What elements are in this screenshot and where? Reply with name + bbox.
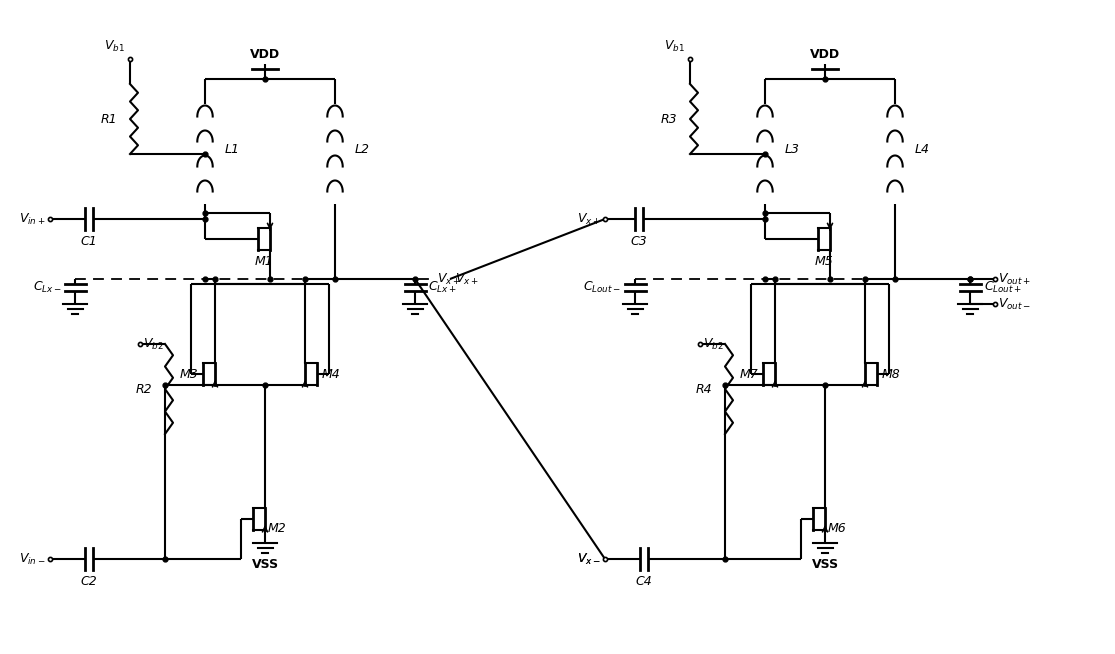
- Text: C1: C1: [80, 235, 97, 248]
- Text: M5: M5: [815, 255, 833, 268]
- Text: M1: M1: [254, 255, 273, 268]
- Text: L3: L3: [785, 143, 799, 156]
- Text: $V_{x+}$: $V_{x+}$: [578, 211, 601, 226]
- Text: $V_{b1}$: $V_{b1}$: [665, 39, 685, 54]
- Text: $V_{b1}$: $V_{b1}$: [104, 39, 125, 54]
- Text: M6: M6: [828, 522, 846, 535]
- Text: $V_{x-}$: $V_{x-}$: [578, 551, 601, 566]
- Text: VDD: VDD: [809, 48, 840, 61]
- Text: VSS: VSS: [252, 558, 279, 571]
- Text: L1: L1: [225, 143, 240, 156]
- Text: C4: C4: [636, 575, 652, 588]
- Text: M7: M7: [739, 368, 758, 381]
- Text: $V_{in+}$: $V_{in+}$: [19, 211, 46, 226]
- Text: $C_{Lx+}$: $C_{Lx+}$: [428, 280, 457, 295]
- Text: R1: R1: [100, 112, 117, 126]
- Text: R4: R4: [696, 383, 712, 396]
- Text: $V_{out+}$: $V_{out+}$: [998, 271, 1031, 286]
- Text: VSS: VSS: [812, 558, 838, 571]
- Text: $C_{Lx-}$: $C_{Lx-}$: [32, 280, 61, 295]
- Text: C2: C2: [80, 575, 97, 588]
- Text: $V_{in-}$: $V_{in-}$: [19, 551, 46, 566]
- Text: $C_{Lout+}$: $C_{Lout+}$: [983, 280, 1021, 295]
- Text: $C_{Lout-}$: $C_{Lout-}$: [583, 280, 621, 295]
- Text: M2: M2: [268, 522, 287, 535]
- Text: L4: L4: [915, 143, 930, 156]
- Text: $V_{b2}$: $V_{b2}$: [143, 336, 164, 352]
- Text: C3: C3: [630, 235, 647, 248]
- Text: $V_{b2}$: $V_{b2}$: [702, 336, 724, 352]
- Text: R3: R3: [660, 112, 677, 126]
- Text: M4: M4: [322, 368, 341, 381]
- Text: VDD: VDD: [250, 48, 280, 61]
- Text: R2: R2: [135, 383, 152, 396]
- Text: L2: L2: [355, 143, 370, 156]
- Text: M3: M3: [180, 368, 198, 381]
- Text: $V_{x+}$: $V_{x+}$: [437, 271, 460, 286]
- Text: M8: M8: [882, 368, 901, 381]
- Text: $V_{x+}$: $V_{x+}$: [455, 271, 478, 286]
- Text: $V_{out-}$: $V_{out-}$: [998, 296, 1031, 311]
- Text: $V_{x-}$: $V_{x-}$: [578, 551, 601, 566]
